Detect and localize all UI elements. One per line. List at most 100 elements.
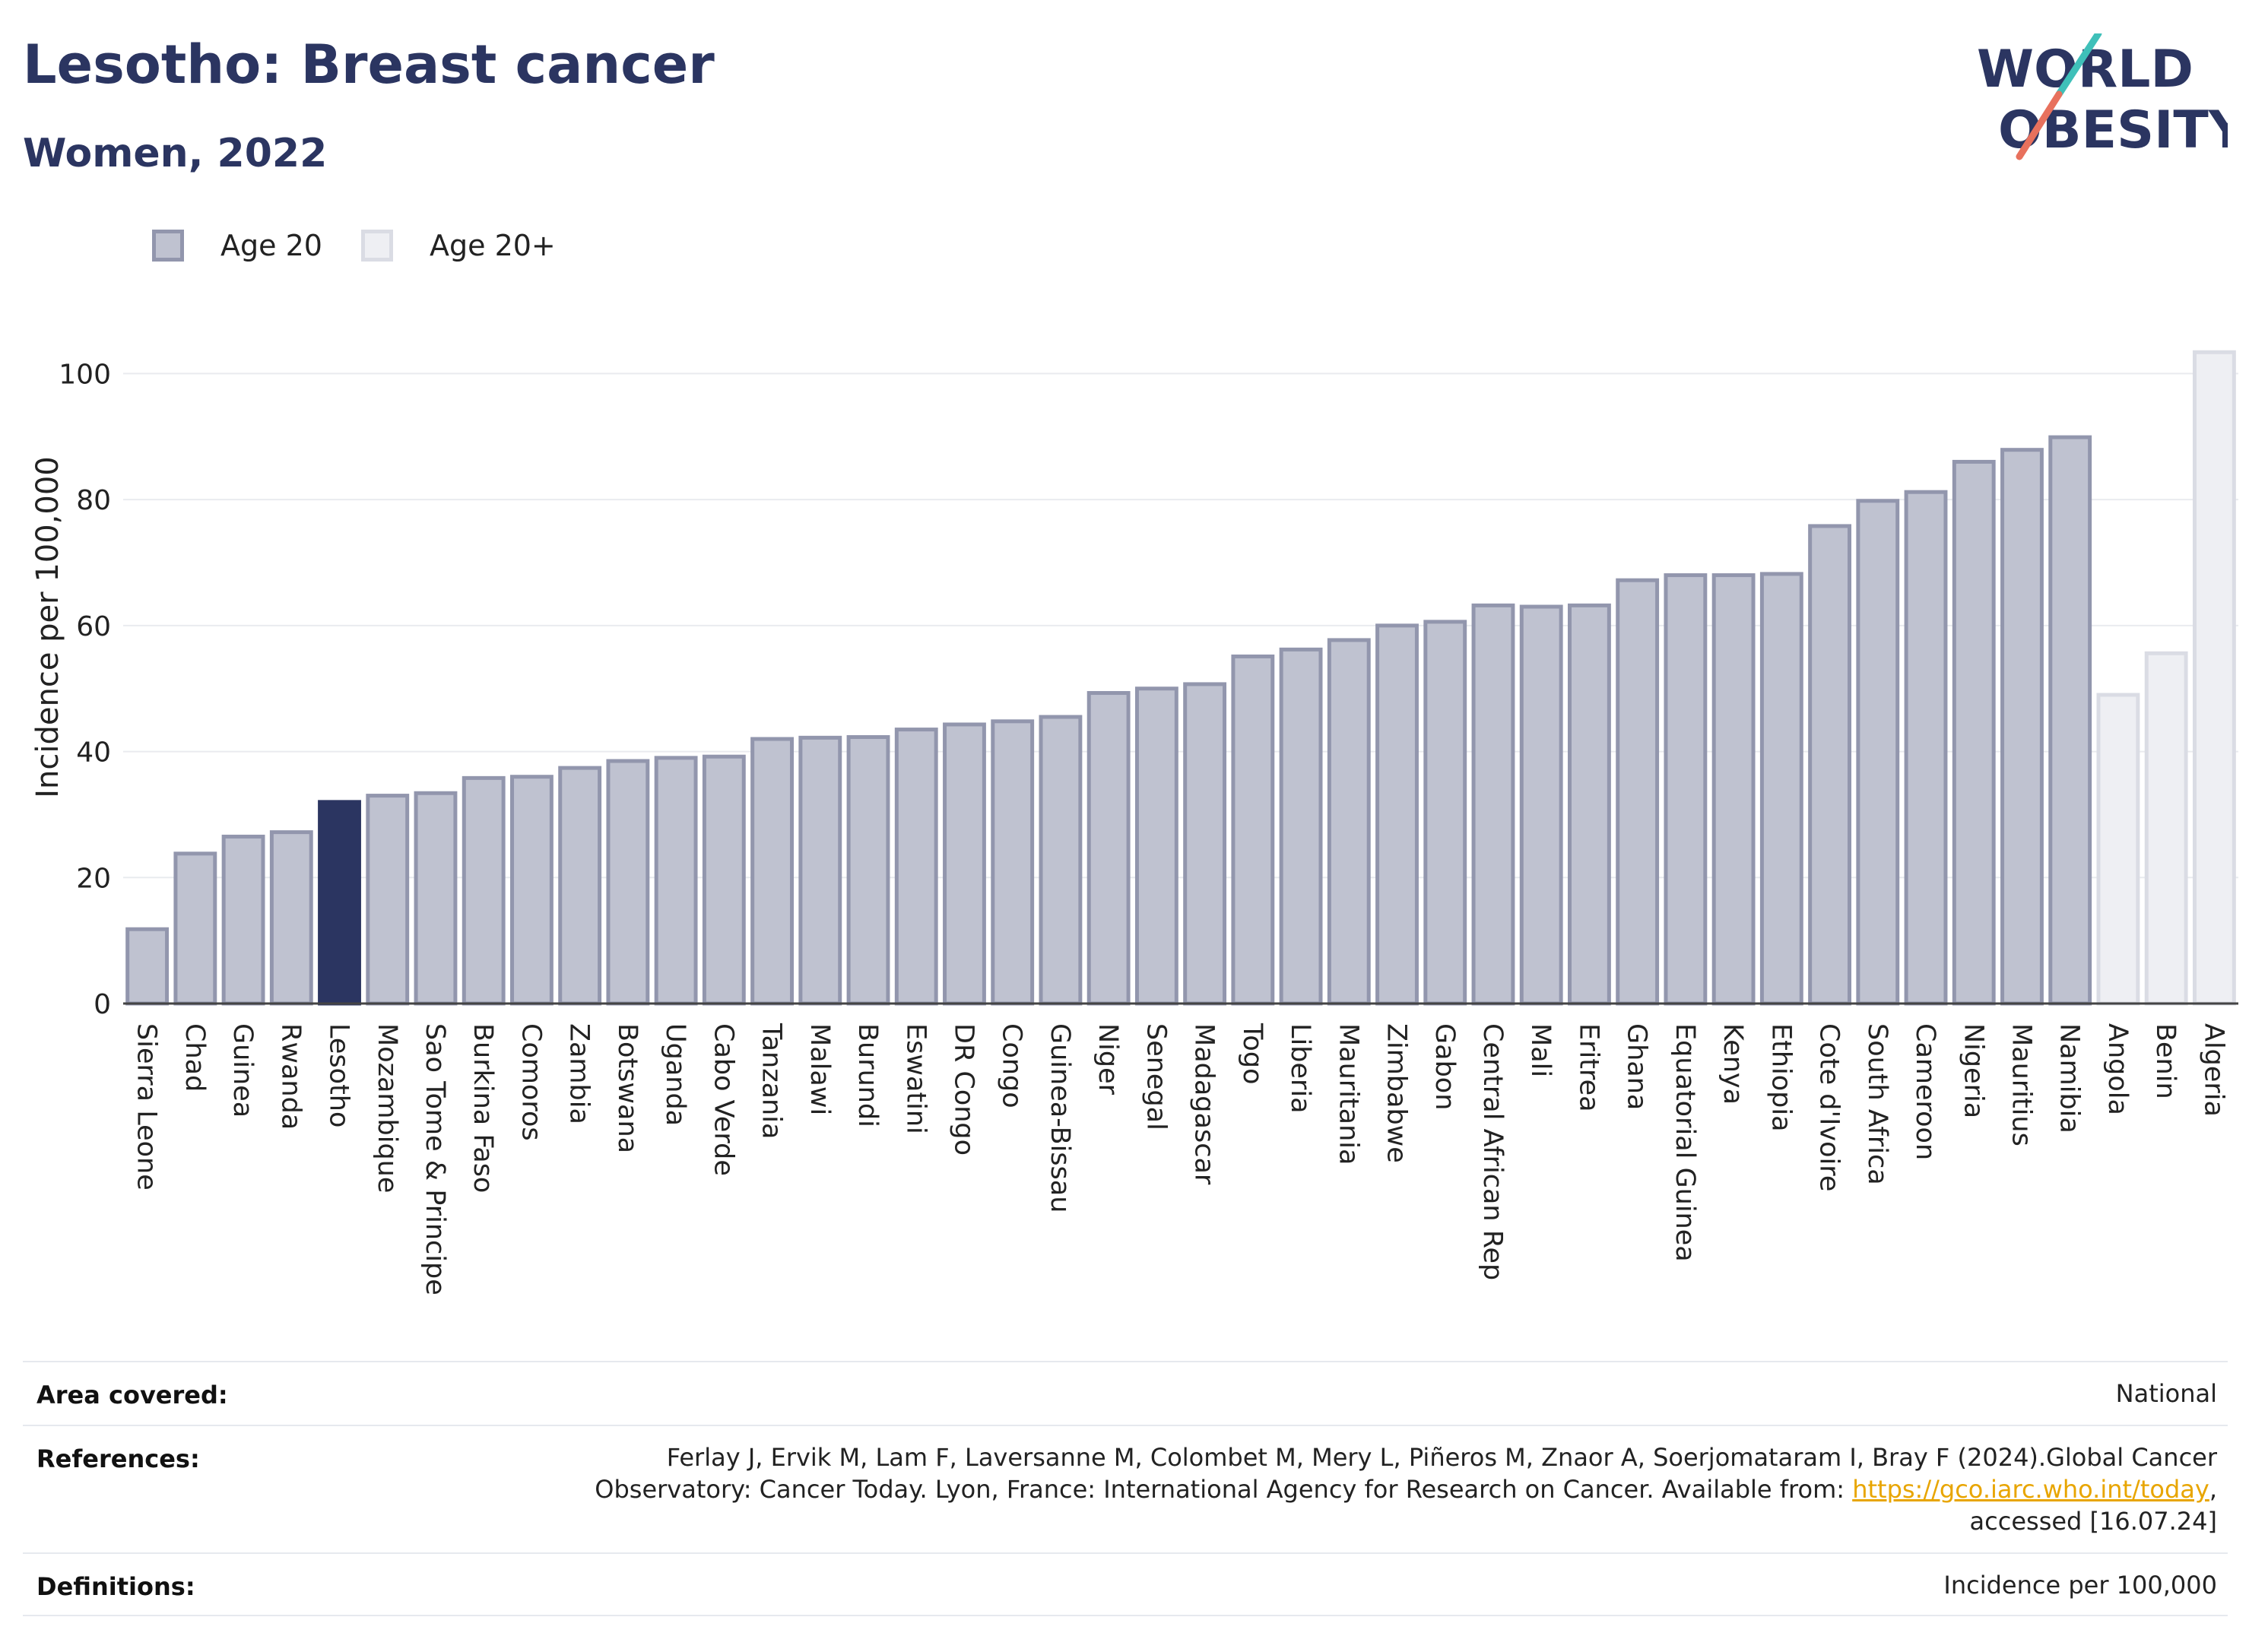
x-tick-label: Eswatini (900, 1023, 931, 1134)
x-tick-label: Rwanda (275, 1023, 306, 1130)
x-tick-label: Malawi (804, 1023, 835, 1115)
bar-burundi[interactable] (846, 735, 890, 1006)
bar-zambia[interactable] (558, 766, 602, 1006)
references-line-2-end: , (2209, 1475, 2217, 1504)
x-tick-label: Cameroon (1910, 1023, 1940, 1160)
references-link[interactable]: https://gco.iarc.who.int/today (1852, 1475, 2209, 1504)
y-tick-label: 80 (76, 485, 111, 516)
bar-congo[interactable] (991, 719, 1035, 1006)
x-tick-label: Benin (2150, 1023, 2181, 1099)
bar-central-african-rep[interactable] (1471, 603, 1515, 1006)
x-tick-label: Algeria (2198, 1023, 2228, 1117)
bar-dr-congo[interactable] (943, 722, 986, 1006)
bar-comoros[interactable] (510, 775, 554, 1006)
bar-uganda[interactable] (654, 756, 698, 1006)
world-obesity-logo: WORLD OBESITY (1977, 33, 2228, 160)
bar-malawi[interactable] (798, 735, 842, 1006)
x-tick-label: Madagascar (1189, 1023, 1220, 1185)
bar-guinea[interactable] (221, 834, 265, 1006)
x-tick-label: Uganda (660, 1023, 690, 1126)
references-line-2: Observatory: Cancer Today. Lyon, France:… (595, 1473, 2217, 1505)
bar-lesotho[interactable] (318, 800, 361, 1006)
x-tick-label: Congo (997, 1023, 1027, 1108)
bar-madagascar[interactable] (1183, 682, 1227, 1006)
bar-ethiopia[interactable] (1759, 572, 1803, 1006)
bar-mozambique[interactable] (366, 794, 410, 1006)
x-tick-label: Sao Tome & Principe (420, 1023, 450, 1295)
bar-cabo-verde[interactable] (702, 754, 746, 1006)
info-row-area: Area covered: National (23, 1361, 2228, 1425)
bar-ghana[interactable] (1616, 578, 1660, 1006)
bar-rwanda[interactable] (269, 830, 313, 1006)
x-tick-label: Zambia (564, 1023, 595, 1124)
x-tick-label: Senegal (1140, 1023, 1171, 1130)
bar-namibia[interactable] (2048, 435, 2092, 1006)
x-tick-label: Chad (179, 1023, 210, 1092)
x-tick-label: Gabon (1429, 1023, 1460, 1110)
x-tick-label: Nigeria (1958, 1023, 1988, 1118)
x-tick-label: Burkina Faso (468, 1023, 498, 1193)
bar-togo[interactable] (1231, 654, 1275, 1006)
x-tick-label: Tanzania (757, 1023, 787, 1139)
bar-nigeria[interactable] (1952, 459, 1996, 1006)
bar-mauritius[interactable] (2000, 448, 2044, 1006)
x-tick-label: Zimbabwe (1381, 1023, 1412, 1163)
bar-burkina-faso[interactable] (462, 775, 506, 1006)
bar-niger[interactable] (1086, 691, 1131, 1006)
bar-zimbabwe[interactable] (1375, 623, 1419, 1006)
bar-liberia[interactable] (1279, 647, 1323, 1006)
x-tick-label: Lesotho (324, 1023, 354, 1127)
x-tick-label: Mozambique (372, 1023, 402, 1193)
x-tick-label: Central African Rep (1477, 1023, 1508, 1280)
bar-cote-d-ivoire[interactable] (1808, 524, 1851, 1006)
bar-botswana[interactable] (606, 759, 650, 1006)
bar-gabon[interactable] (1423, 620, 1467, 1006)
bar-algeria[interactable] (2192, 350, 2236, 1006)
bar-kenya[interactable] (1711, 573, 1756, 1006)
info-row-definitions: Definitions: Incidence per 100,000 (23, 1552, 2228, 1616)
x-tick-label: Sierra Leone (132, 1023, 162, 1191)
bar-mali[interactable] (1519, 604, 1563, 1006)
info-row-references: References: Ferlay J, Ervik M, Lam F, La… (23, 1425, 2228, 1552)
legend-swatch-age-20 (152, 230, 184, 262)
bar-benin[interactable] (2144, 651, 2188, 1006)
bar-chad[interactable] (173, 851, 217, 1006)
area-label: Area covered: (36, 1381, 228, 1409)
bar-south-africa[interactable] (1856, 499, 1900, 1006)
references-value: Ferlay J, Ervik M, Lam F, Laversanne M, … (595, 1441, 2217, 1537)
bar-sao-tome-principe[interactable] (414, 791, 458, 1006)
bar-senegal[interactable] (1134, 686, 1178, 1006)
definitions-value: Incidence per 100,000 (1943, 1571, 2217, 1600)
y-tick-label: 40 (76, 737, 111, 769)
x-tick-label: Liberia (1285, 1023, 1315, 1114)
y-tick-label: 0 (94, 989, 111, 1020)
bar-chart: 0 20 40 60 80 100 Incidence per 100,000 Sierra … (30, 350, 2238, 1295)
x-tick-label: Ethiopia (1765, 1023, 1796, 1132)
x-tick-label: Cabo Verde (708, 1023, 738, 1176)
x-tick-label: Mauritius (2006, 1023, 2036, 1146)
bar-equatorial-guinea[interactable] (1664, 573, 1708, 1006)
page-title: Lesotho: Breast cancer (23, 33, 715, 96)
y-tick-label: 100 (59, 359, 111, 390)
x-tick-label: Cote d'Ivoire (1814, 1023, 1845, 1191)
legend-label-age-20-plus: Age 20+ (430, 229, 556, 262)
x-tick-label: South Africa (1862, 1023, 1892, 1185)
x-tick-label: Angola (2102, 1023, 2133, 1115)
bar-eritrea[interactable] (1568, 603, 1611, 1006)
references-line-2-text: Observatory: Cancer Today. Lyon, France:… (595, 1475, 1853, 1504)
info-table: Area covered: National References: Ferla… (23, 1361, 2228, 1616)
bar-eswatini[interactable] (894, 728, 938, 1006)
bar-tanzania[interactable] (750, 737, 794, 1006)
legend-label-age-20: Age 20 (220, 229, 322, 262)
page-subtitle: Women, 2022 (23, 131, 328, 176)
x-tick-label: Botswana (612, 1023, 642, 1153)
bar-guinea-bissau[interactable] (1039, 715, 1083, 1006)
definitions-label: Definitions: (36, 1572, 195, 1601)
x-tick-label: Mauritania (1333, 1023, 1363, 1165)
bar-angola[interactable] (2096, 693, 2140, 1006)
bar-mauritania[interactable] (1327, 638, 1371, 1006)
x-tick-label: Guinea (227, 1023, 258, 1118)
bar-sierra-leone[interactable] (125, 927, 170, 1006)
references-label: References: (36, 1444, 200, 1473)
bar-cameroon[interactable] (1904, 490, 1948, 1006)
